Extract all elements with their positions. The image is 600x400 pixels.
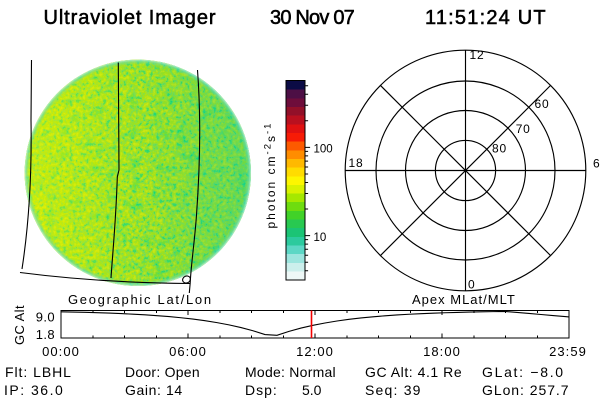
svg-text:100: 100 [314,144,333,156]
svg-text:80: 80 [492,142,507,156]
svg-text:Seq: 39: Seq: 39 [365,382,422,398]
svg-text:Door: Open: Door: Open [125,364,200,380]
svg-text:Apex MLat/MLT: Apex MLat/MLT [412,292,516,307]
svg-text:30 Nov 07: 30 Nov 07 [270,7,355,29]
svg-text:IP: 36.0: IP: 36.0 [4,382,64,398]
svg-text:GC Alt: 4.1 Re: GC Alt: 4.1 Re [365,364,462,380]
svg-text:GLon: 257.7: GLon: 257.7 [482,382,570,398]
svg-text:70: 70 [516,122,531,136]
svg-text:photon cm-2s-1: photon cm-2s-1 [263,122,279,229]
svg-text:Geographic Lat/Lon: Geographic Lat/Lon [68,292,213,307]
svg-text:23:59: 23:59 [549,344,587,359]
svg-text:18: 18 [349,156,364,170]
svg-text:11:51:24 UT: 11:51:24 UT [425,7,547,29]
svg-text:10: 10 [314,232,327,244]
svg-text:Ultraviolet Imager: Ultraviolet Imager [44,7,217,29]
svg-text:GC Alt: GC Alt [12,305,27,345]
svg-text:5.0: 5.0 [302,382,322,398]
svg-text:0: 0 [468,278,475,292]
svg-text:Dsp:: Dsp: [245,382,278,398]
svg-text:1.8: 1.8 [36,327,55,342]
svg-text:9.0: 9.0 [36,310,55,325]
svg-text:Mode: Normal: Mode: Normal [245,364,336,380]
svg-text:12:00: 12:00 [296,344,334,359]
svg-text:12: 12 [470,48,485,62]
svg-text:Flt: LBHL: Flt: LBHL [5,364,72,380]
svg-text:00:00: 00:00 [42,344,80,359]
svg-text:GLat: −8.0: GLat: −8.0 [482,364,565,380]
svg-text:6: 6 [593,157,600,171]
svg-text:06:00: 06:00 [169,344,207,359]
svg-text:18:00: 18:00 [423,344,461,359]
svg-text:Gain: 14: Gain: 14 [125,382,183,398]
svg-text:60: 60 [535,97,550,111]
